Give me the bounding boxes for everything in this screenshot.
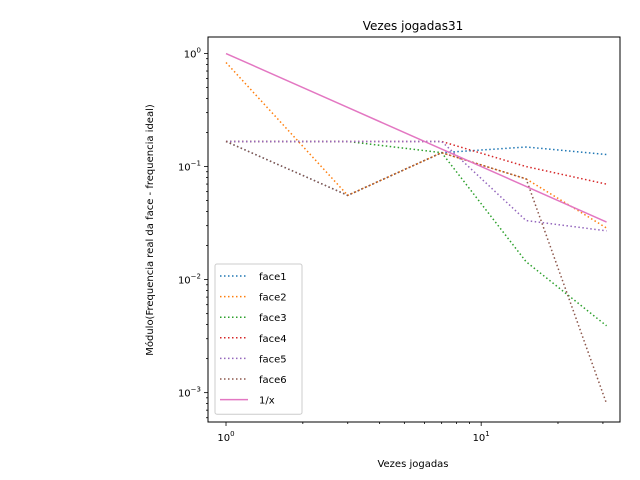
x-tick-label: 100 — [217, 430, 234, 444]
y-axis-label: Módulo(Frequencia real da face - frequen… — [144, 104, 156, 356]
series-line-1x — [225, 52, 607, 223]
legend-box — [214, 263, 303, 415]
axes-frame — [207, 36, 621, 423]
legend: face1 face2 face3 face4 face5 face6 1/x — [214, 263, 303, 415]
legend-label: face1 — [259, 272, 287, 283]
legend-label: face2 — [259, 293, 287, 304]
legend-label: 1/x — [259, 396, 275, 407]
x-axis-label: Vezes jogadas — [377, 459, 448, 470]
y-tick-label: 10−2 — [178, 273, 201, 287]
series-line-face6 — [225, 140, 608, 404]
legend-label: face4 — [259, 334, 287, 345]
chart-title: Vezes jogadas31 — [363, 19, 464, 33]
y-tick-label: 100 — [184, 47, 201, 61]
legend-label: face3 — [259, 313, 287, 324]
series-line-face5 — [226, 140, 607, 232]
y-tick-label: 10−3 — [178, 386, 201, 400]
series-line-face2 — [225, 61, 607, 229]
legend-label: face6 — [259, 375, 287, 386]
y-tick-label: 10−1 — [178, 160, 201, 174]
plot-area: 100 10110−310−210−1100face1face2face3face… — [178, 36, 621, 444]
legend-label: face5 — [259, 354, 287, 365]
x-tick-label: 101 — [473, 430, 490, 444]
